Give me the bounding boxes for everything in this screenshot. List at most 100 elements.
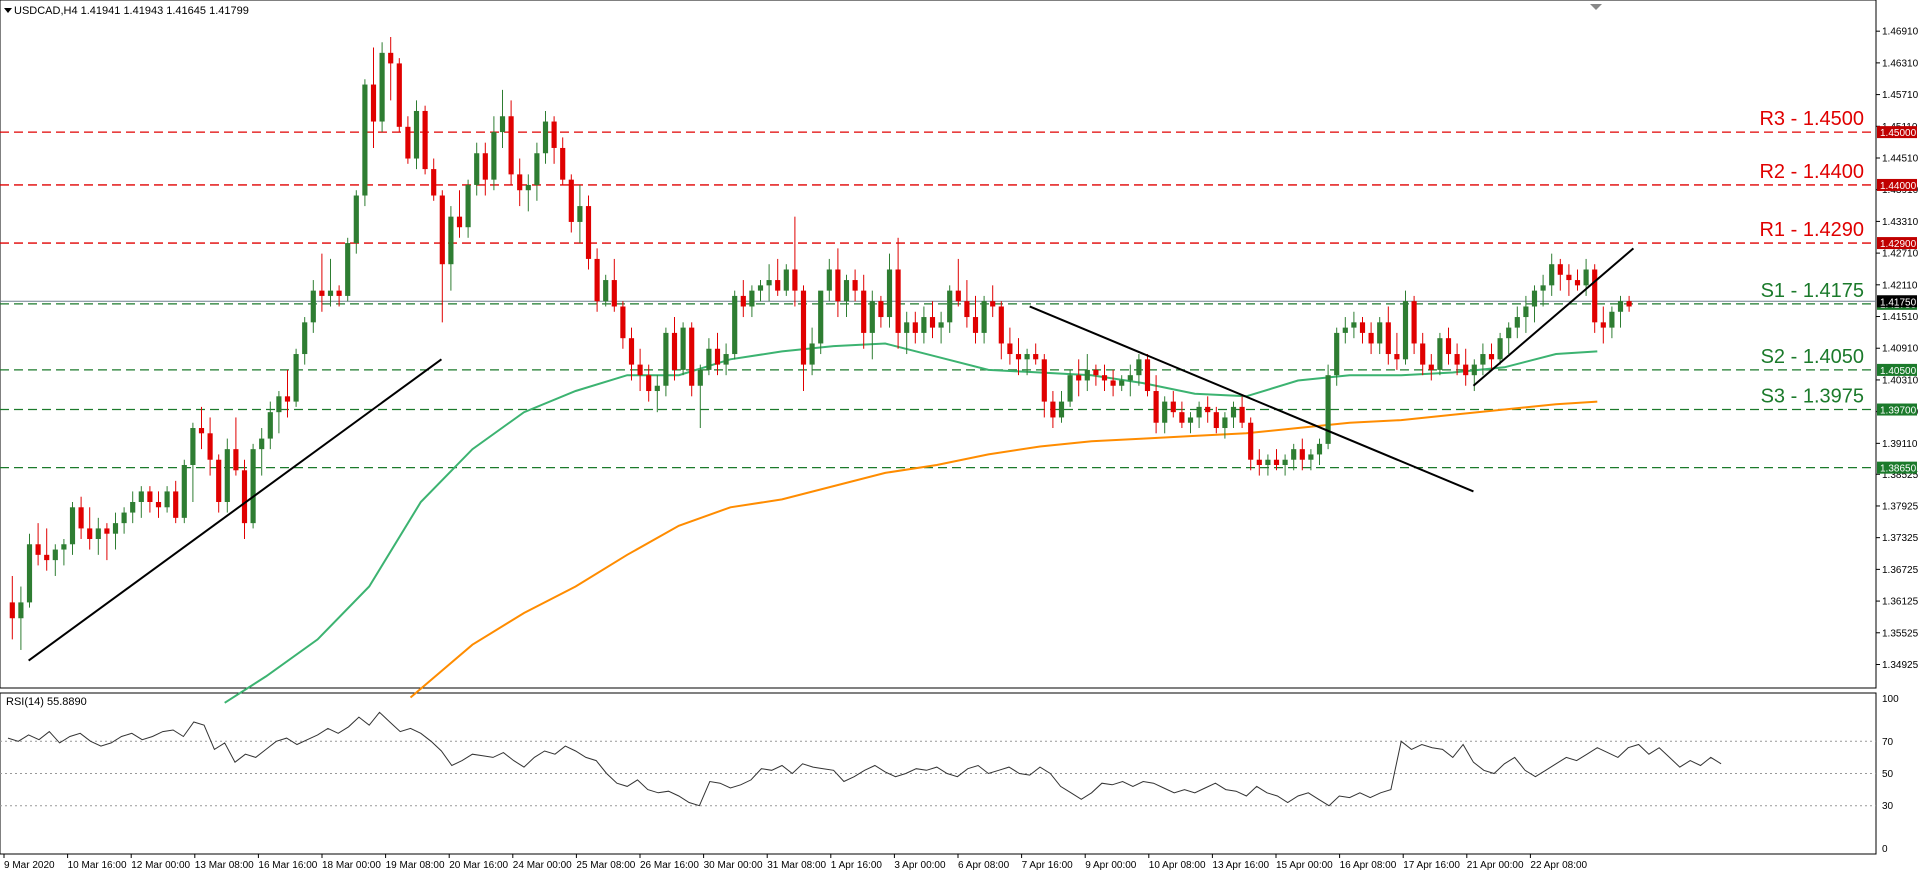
candle-body bbox=[826, 269, 832, 291]
candle-body bbox=[1230, 406, 1237, 418]
price-tick-label: 1.34925 bbox=[1882, 660, 1919, 671]
candles bbox=[9, 36, 1632, 650]
candle-body bbox=[1256, 459, 1262, 466]
candle-body bbox=[1067, 375, 1073, 402]
price-tick-label: 1.39110 bbox=[1882, 439, 1918, 450]
level-tag-4: 1.40500 bbox=[1880, 366, 1917, 377]
candle-body bbox=[1557, 264, 1563, 275]
candle-body bbox=[18, 602, 24, 619]
price-tick-label: 1.46310 bbox=[1882, 58, 1919, 69]
candle-body bbox=[912, 322, 918, 333]
level-tag-bg-2 bbox=[1877, 237, 1917, 250]
level-tag-1: 1.44000 bbox=[1880, 181, 1917, 192]
price-tick-label: 1.36725 bbox=[1882, 565, 1919, 576]
time-tick-label: 18 Mar 00:00 bbox=[322, 860, 381, 871]
time-tick-label: 20 Mar 16:00 bbox=[449, 860, 508, 871]
ma-line-sma_fast bbox=[224, 342, 1598, 704]
current-price-tag: 1.41750 bbox=[1880, 297, 1917, 308]
time-tick-label: 13 Apr 16:00 bbox=[1212, 860, 1269, 871]
candle-body bbox=[714, 348, 721, 365]
level-tag-bg-4 bbox=[1877, 363, 1917, 376]
trendline-2 bbox=[1472, 247, 1635, 387]
time-tick-label: 12 Mar 00:00 bbox=[131, 860, 190, 871]
candle-body bbox=[267, 412, 273, 439]
level-tag-2: 1.42900 bbox=[1880, 239, 1917, 250]
candle-body bbox=[628, 338, 635, 365]
candle-body bbox=[1282, 459, 1288, 466]
candle-body bbox=[1514, 317, 1520, 328]
price-tick-label: 1.43310 bbox=[1882, 217, 1919, 228]
time-tick-label: 15 Apr 00:00 bbox=[1276, 860, 1333, 871]
candle-body bbox=[861, 290, 867, 333]
candle-body bbox=[1308, 454, 1314, 460]
candle-body bbox=[1385, 322, 1391, 355]
price-tick-label: 1.35525 bbox=[1882, 628, 1919, 639]
rsi-plot-area[interactable] bbox=[0, 692, 1877, 855]
candle-body bbox=[1101, 375, 1108, 381]
candle-body bbox=[491, 132, 497, 180]
time-tick-label: 6 Apr 08:00 bbox=[958, 860, 1010, 871]
candle-body bbox=[1574, 280, 1581, 286]
candle-body bbox=[1162, 401, 1168, 423]
level-label-2: R1 - 1.4290 bbox=[1759, 219, 1864, 241]
candle-body bbox=[740, 295, 746, 307]
level-tag-bg-1 bbox=[1877, 178, 1917, 191]
candle-body bbox=[138, 491, 144, 502]
time-tick-label: 10 Apr 08:00 bbox=[1149, 860, 1206, 871]
candle-body bbox=[1609, 311, 1615, 328]
candle-body bbox=[1506, 327, 1512, 339]
candle-body bbox=[173, 491, 179, 518]
candle-body bbox=[904, 322, 910, 333]
candle-body bbox=[1420, 343, 1426, 365]
price-tick-label: 1.37325 bbox=[1882, 533, 1919, 544]
candle-body bbox=[534, 153, 540, 185]
candle-body bbox=[1626, 301, 1632, 307]
candle-body bbox=[637, 364, 643, 376]
candle-body bbox=[895, 269, 901, 333]
candle-body bbox=[474, 153, 480, 185]
candle-body bbox=[259, 438, 265, 450]
candle-body bbox=[749, 290, 755, 307]
candle-body bbox=[1076, 375, 1082, 381]
candle-body bbox=[1445, 338, 1452, 355]
candle-body bbox=[620, 306, 626, 339]
candle-body bbox=[1531, 290, 1538, 307]
candle-body bbox=[61, 544, 67, 550]
candle-body bbox=[1540, 285, 1546, 291]
time-tick-label: 17 Apr 16:00 bbox=[1403, 860, 1460, 871]
candle-body bbox=[852, 280, 858, 291]
rsi-tick-label: 30 bbox=[1882, 801, 1894, 812]
candle-body bbox=[482, 153, 488, 180]
candle-body bbox=[990, 301, 996, 307]
candle-body bbox=[723, 354, 729, 365]
trendlines bbox=[28, 247, 1635, 662]
candle-body bbox=[250, 449, 256, 524]
time-tick-label: 10 Mar 16:00 bbox=[68, 860, 127, 871]
main-plot-area[interactable] bbox=[0, 0, 1877, 689]
scroll-marker-icon[interactable] bbox=[1590, 4, 1602, 10]
price-tick-label: 1.42110 bbox=[1882, 280, 1918, 291]
candle-body bbox=[1359, 322, 1366, 333]
candle-body bbox=[1497, 338, 1503, 360]
candle-body bbox=[1437, 338, 1443, 370]
collapse-arrow-icon[interactable] bbox=[4, 8, 12, 13]
price-tick-label: 1.42710 bbox=[1882, 249, 1919, 260]
candle-body bbox=[783, 269, 789, 291]
rsi-tick-label: 70 bbox=[1882, 737, 1894, 748]
candle-body bbox=[276, 396, 282, 413]
candle-body bbox=[233, 449, 239, 471]
candle-body bbox=[327, 290, 334, 296]
time-tick-label: 24 Mar 00:00 bbox=[513, 860, 572, 871]
price-tick-label: 1.40910 bbox=[1882, 344, 1919, 355]
level-tag-0: 1.45000 bbox=[1880, 128, 1917, 139]
candle-body bbox=[1050, 401, 1056, 418]
candle-body bbox=[181, 465, 187, 518]
main-plot-frame bbox=[0, 0, 1877, 689]
candle-body bbox=[388, 52, 394, 64]
candle-body bbox=[216, 459, 222, 502]
symbol-header: USDCAD,H4 1.41941 1.41943 1.41645 1.4179… bbox=[14, 5, 249, 17]
candle-body bbox=[1471, 364, 1477, 376]
candle-body bbox=[439, 195, 445, 265]
